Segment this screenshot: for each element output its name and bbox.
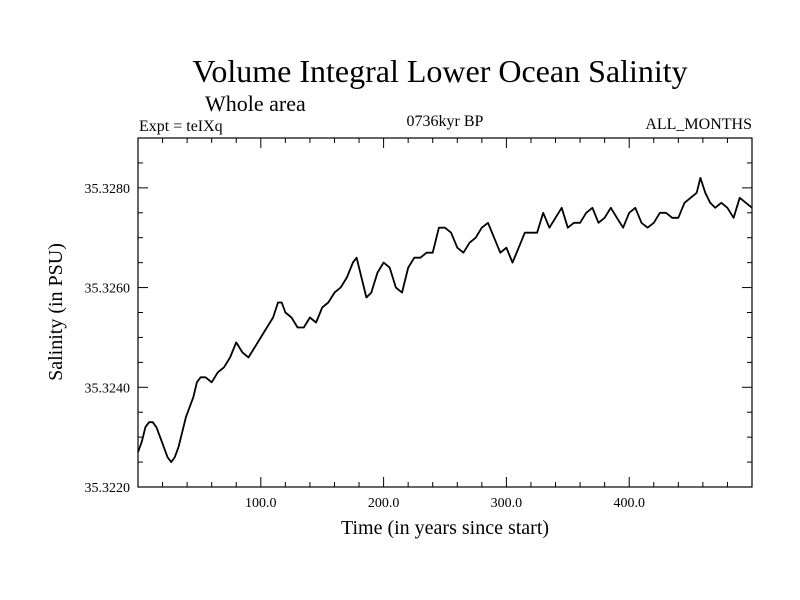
plot-area: 100.0 200.0 300.0 400.0 35.3220 35.3240 35.326… bbox=[85, 137, 753, 511]
x-tick-label: 100.0 bbox=[245, 496, 277, 511]
y-tick-label: 35.3280 bbox=[85, 182, 131, 197]
period-label: 0736kyr BP bbox=[407, 113, 484, 130]
plot-frame bbox=[137, 137, 753, 488]
x-tick-label: 300.0 bbox=[491, 496, 523, 511]
chart-subtitle: Whole area bbox=[205, 91, 306, 116]
y-axis-label: Salinity (in PSU) bbox=[45, 243, 67, 381]
x-axis-label: Time (in years since start) bbox=[341, 517, 549, 539]
experiment-label: Expt = teIXq bbox=[139, 118, 223, 135]
series-line-0 bbox=[137, 176, 753, 464]
x-tick-label: 200.0 bbox=[368, 496, 400, 511]
chart-title: Volume Integral Lower Ocean Salinity bbox=[192, 53, 687, 89]
y-tick-label: 35.3260 bbox=[85, 282, 131, 297]
y-tick-label: 35.3220 bbox=[85, 481, 131, 496]
y-tick-label: 35.3240 bbox=[85, 381, 131, 396]
months-label: ALL_MONTHS bbox=[645, 116, 752, 133]
x-tick-label: 400.0 bbox=[613, 496, 645, 511]
